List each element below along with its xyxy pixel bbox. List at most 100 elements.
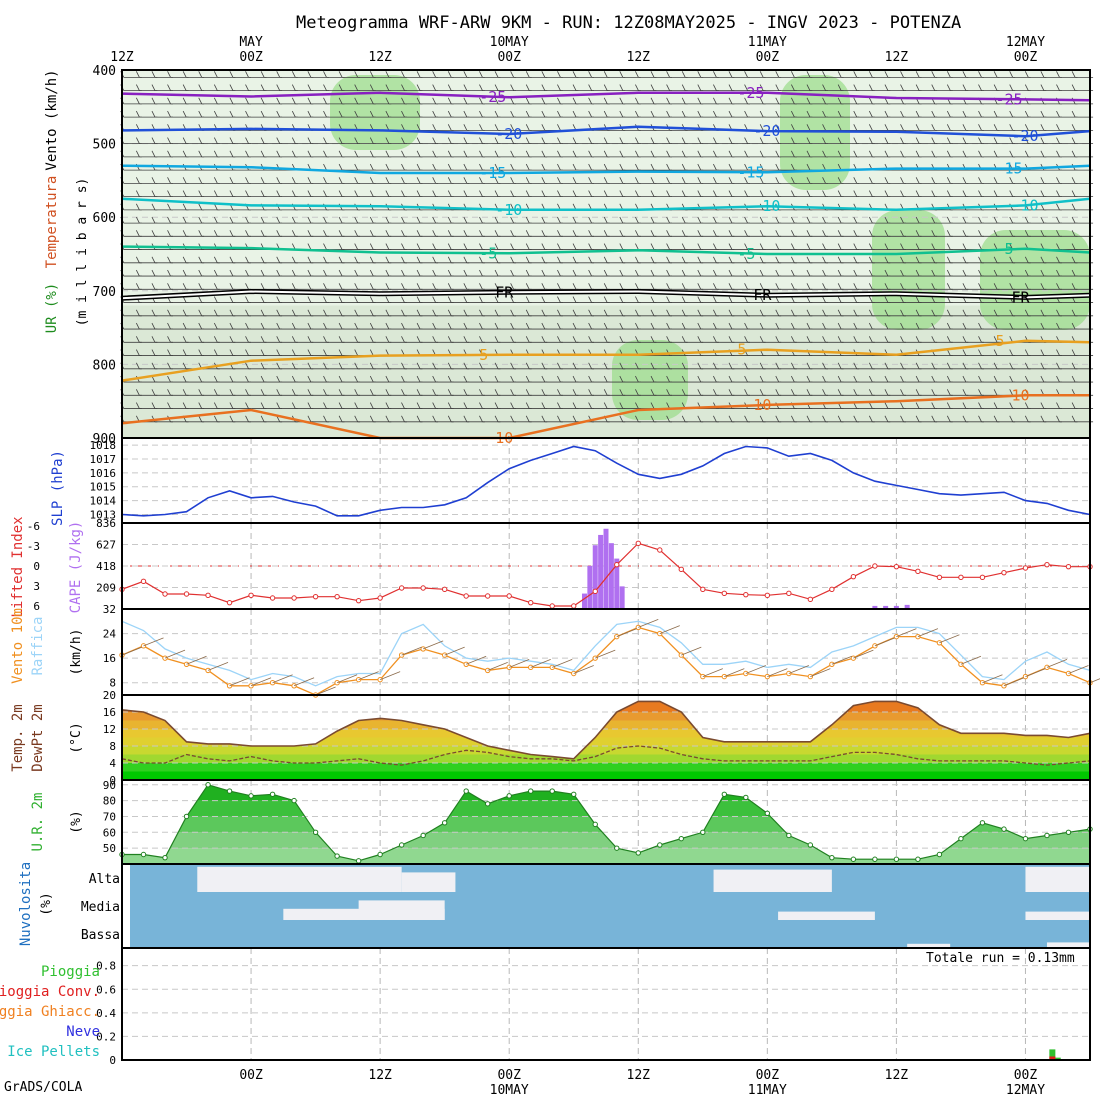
wind-barb: [323, 349, 345, 356]
wind-barb: [354, 362, 376, 370]
time-label-top: 00Z: [1014, 50, 1038, 65]
wind-barb: [1009, 71, 1031, 78]
wind-barb: [666, 230, 688, 237]
wind-barb: [572, 309, 595, 317]
wind-barb: [572, 163, 595, 171]
wind-barb: [868, 216, 891, 224]
wind-barb: [931, 269, 953, 277]
wind-barb: [744, 256, 766, 264]
wind-barb: [681, 230, 704, 237]
wind-barb: [978, 362, 1000, 370]
wind-barb: [915, 309, 938, 317]
upper-label-rh: UR (%): [44, 283, 60, 334]
wind-barb: [494, 190, 517, 197]
wind-barb: [1056, 216, 1078, 224]
wind-barb: [354, 296, 376, 303]
wind10-point: [355, 676, 362, 683]
wind10-point: [269, 680, 276, 686]
wind-barb: [775, 190, 797, 197]
wind-barb: [822, 84, 844, 92]
time-label-top: 00Z: [756, 50, 780, 65]
wind-barb: [307, 309, 329, 317]
wind-barb: [401, 362, 423, 370]
time-label-bottom: 12Z: [368, 1068, 392, 1083]
wind-barb: [510, 322, 532, 330]
wind-barb: [463, 84, 485, 92]
wind-barb: [603, 163, 626, 171]
wind-barb: [791, 150, 813, 158]
wind-barb: [525, 362, 548, 370]
wind-barb: [915, 375, 938, 383]
wind-barb: [276, 84, 298, 92]
time-label-top: 00Z: [239, 50, 263, 65]
wind-barb: [697, 415, 719, 423]
wind-barb: [666, 309, 688, 317]
wind-barb: [401, 97, 423, 105]
wind-barb: [198, 322, 220, 330]
wind-barb: [697, 216, 719, 224]
wind-barb: [681, 163, 704, 171]
wind-barb: [167, 230, 189, 237]
wind-arrow: [681, 646, 702, 656]
wind-barb: [853, 415, 875, 423]
wind-barb: [791, 71, 813, 78]
wind-barb: [868, 243, 891, 250]
wind-barb: [993, 150, 1016, 158]
wind-barb: [245, 190, 267, 197]
wind-arrow: [1003, 677, 1025, 687]
wind-barb: [572, 389, 595, 396]
wind-barb: [541, 269, 563, 277]
li-point: [398, 585, 405, 591]
wind-barb: [167, 375, 189, 383]
moist-area: [612, 340, 688, 420]
wind-barb: [666, 322, 688, 330]
wind-barb: [479, 269, 501, 277]
wind-barb: [213, 71, 236, 78]
wind-arrow: [896, 628, 917, 638]
wind-barb: [463, 150, 485, 158]
wind-barb: [479, 97, 501, 105]
rh-point: [162, 854, 168, 861]
wind-barb: [978, 389, 1000, 396]
rh-point: [355, 858, 362, 864]
wind-barb: [557, 230, 579, 237]
total-run-label: Totale run = 0.13mm: [926, 951, 1075, 966]
wind-arrow: [121, 646, 143, 656]
wind-barb: [666, 110, 688, 118]
wind-barb: [744, 97, 766, 105]
wind-barb: [260, 84, 283, 92]
date-label-top: 10MAY: [490, 35, 529, 50]
wind-barb: [978, 71, 1000, 78]
precip-tick: 0.2: [96, 1030, 116, 1043]
wind-barb: [791, 336, 813, 343]
wind-barb: [853, 190, 875, 197]
li-point: [958, 574, 964, 581]
wind-barb: [307, 349, 329, 356]
wind-barb: [541, 110, 563, 118]
wind-barb: [541, 362, 563, 370]
wind-barb: [479, 71, 501, 78]
wind-barb: [713, 190, 735, 197]
li-point: [226, 599, 233, 606]
wind-barb: [650, 283, 673, 290]
rh-point: [700, 829, 706, 836]
wind-barb: [1009, 177, 1031, 184]
wind-barb: [479, 322, 501, 330]
wind-barb: [245, 71, 267, 78]
wind-barb: [744, 389, 766, 396]
wind-barb: [1040, 309, 1062, 317]
wind-barb: [822, 283, 844, 290]
wind-barb: [463, 415, 485, 423]
li-point: [1044, 561, 1050, 568]
wind-barb: [635, 190, 657, 197]
wind-barb: [978, 256, 1000, 264]
wind-barb: [291, 309, 314, 317]
li-point: [700, 586, 706, 593]
wind-barb: [323, 71, 345, 78]
cloud-segment: [907, 943, 951, 948]
isotherm-label: -15: [479, 164, 506, 182]
slp-line: [121, 445, 1091, 517]
wind-barb: [369, 402, 392, 409]
wind-barb: [229, 84, 251, 92]
wind-barb: [619, 322, 641, 330]
